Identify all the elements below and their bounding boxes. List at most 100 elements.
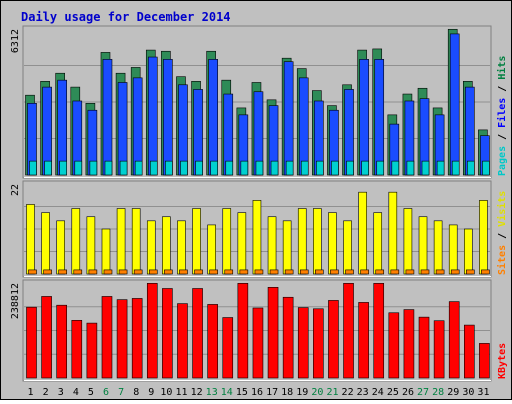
bar-visits [267, 216, 277, 275]
y-max-label: 6312 [10, 29, 21, 53]
bar-visits [237, 212, 247, 275]
bar-sites [118, 269, 128, 275]
bar-sites [73, 269, 83, 275]
bar-pages [89, 160, 98, 176]
bar-kbytes [177, 303, 188, 379]
panel-sites-visits: 22 Sites / Visits [10, 180, 508, 278]
bar-pages [225, 160, 234, 176]
bar-kbytes [267, 287, 279, 379]
bar-visits [116, 208, 126, 275]
bar-pages [59, 160, 67, 176]
bar-sites [254, 269, 264, 275]
bar-visits [358, 191, 367, 275]
bar-kbytes [207, 304, 218, 379]
panel-legend: Pages / Files / Hits [496, 56, 508, 176]
bar-pages [104, 160, 113, 176]
x-tick-label: 8 [133, 387, 139, 398]
bar-files [163, 59, 173, 176]
bar-sites [299, 269, 309, 275]
bar-visits [162, 216, 171, 275]
bar-visits [131, 208, 141, 275]
bar-visits [403, 208, 413, 275]
bar-pages [285, 160, 294, 176]
legend-pages: Pages [497, 146, 508, 176]
bar-pages [467, 160, 475, 176]
bar-kbytes [328, 300, 339, 379]
bar-visits [328, 212, 337, 275]
bar-visits [71, 208, 81, 275]
panel-legend: KBytes [497, 343, 508, 379]
bar-kbytes [373, 283, 385, 379]
bar-pages [210, 160, 218, 176]
bar-kbytes [26, 306, 37, 379]
bar-pages [74, 160, 83, 176]
bar-kbytes [162, 288, 173, 379]
x-tick-label: 15 [236, 387, 248, 398]
panel-pages-files-hits: 6312 Pages / Files / Hits [10, 25, 508, 179]
bar-kbytes [116, 299, 128, 379]
bar-kbytes [86, 322, 98, 379]
bar-kbytes [41, 296, 52, 379]
bar-sites [360, 269, 369, 275]
x-tick-label: 5 [88, 387, 94, 398]
chart-panels: 6312 Pages / Files / Hits 22 Sites / Visits… [10, 25, 508, 382]
x-tick-label: 25 [387, 387, 399, 398]
x-tick-label: 3 [58, 387, 64, 398]
x-tick-label: 6 [103, 387, 109, 398]
bar-pages [29, 160, 37, 176]
bar-sites [481, 269, 490, 275]
bar-kbytes [313, 308, 324, 379]
bar-pages [421, 160, 430, 176]
x-tick-label: 12 [191, 387, 203, 398]
bar-sites [148, 269, 158, 275]
x-tick-label: 18 [281, 387, 293, 398]
bar-sites [435, 269, 445, 275]
legend-separator: / [497, 227, 508, 245]
x-tick-label: 26 [402, 387, 414, 398]
bar-files [298, 77, 309, 176]
chart-title: Daily usage for December 2014 [21, 10, 231, 24]
x-tick-label: 17 [266, 387, 278, 398]
bar-pages [119, 160, 128, 176]
bar-visits [282, 220, 292, 275]
bar-kbytes [101, 296, 113, 379]
bar-kbytes [56, 304, 67, 379]
bar-pages [391, 160, 400, 176]
x-tick-label: 13 [206, 387, 218, 398]
bar-pages [165, 160, 173, 176]
bar-sites [209, 269, 218, 275]
x-tick-label: 9 [148, 387, 154, 398]
bar-pages [316, 160, 324, 176]
bar-visits [56, 220, 65, 275]
bar-kbytes [479, 343, 490, 379]
bar-sites [315, 269, 324, 275]
bar-sites [269, 269, 279, 275]
bar-sites [390, 269, 400, 275]
bar-sites [405, 269, 415, 275]
x-tick-label: 19 [296, 387, 308, 398]
x-tick-label: 4 [73, 387, 79, 398]
bar-files [449, 33, 460, 176]
bar-visits [343, 220, 352, 275]
bar-visits [464, 228, 473, 275]
bar-visits [448, 224, 458, 275]
bar-files [102, 59, 113, 176]
bar-visits [388, 191, 398, 275]
bar-pages [180, 160, 188, 176]
bar-visits [418, 216, 428, 275]
bar-sites [420, 269, 430, 275]
bar-visits [177, 220, 186, 275]
bar-kbytes [252, 307, 264, 379]
bar-visits [86, 216, 96, 275]
bar-sites [103, 269, 113, 275]
bar-kbytes [146, 283, 158, 379]
legend-separator: / [497, 80, 508, 98]
bar-sites [179, 269, 188, 275]
bar-sites [450, 269, 460, 275]
bar-pages [406, 160, 415, 176]
bar-sites [28, 269, 37, 275]
bar-kbytes [418, 316, 430, 379]
x-tick-label: 16 [251, 387, 263, 398]
legend-files: Files [496, 98, 508, 128]
